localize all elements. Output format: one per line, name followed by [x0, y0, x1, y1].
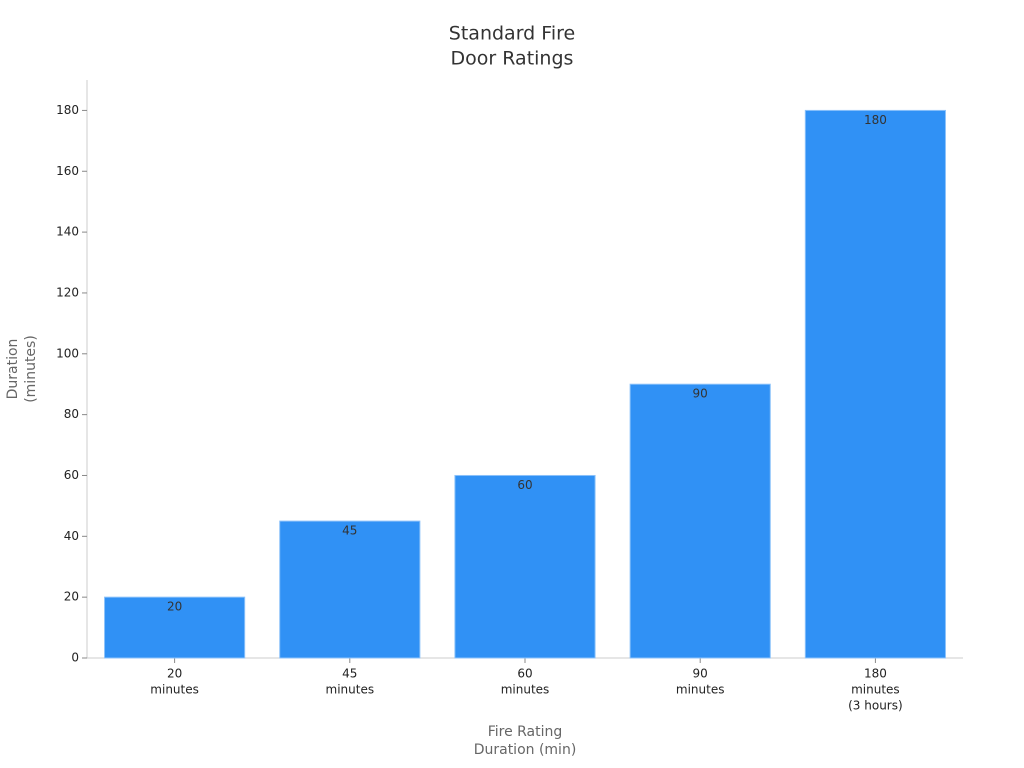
bar — [629, 383, 771, 659]
y-tick-label: 160 — [56, 164, 79, 178]
value-label: 60 — [517, 478, 532, 492]
y-tick-label: 100 — [56, 346, 79, 360]
bar — [804, 109, 946, 659]
chart-title: Door Ratings — [451, 48, 574, 70]
y-axis-label: (minutes) — [23, 335, 39, 403]
y-tick-label: 140 — [56, 225, 79, 239]
value-label: 180 — [864, 113, 887, 127]
x-axis-label: Duration (min) — [474, 742, 577, 758]
bar — [104, 596, 246, 659]
x-tick-label: minutes — [676, 683, 725, 697]
x-tick-label: 180 — [864, 667, 887, 681]
x-tick-label: minutes — [150, 683, 199, 697]
y-tick-label: 60 — [64, 468, 79, 482]
y-tick-label: 80 — [64, 407, 79, 421]
y-tick-label: 180 — [56, 103, 79, 117]
value-label: 90 — [693, 387, 708, 401]
y-tick-label: 0 — [71, 651, 79, 665]
x-tick-label: (3 hours) — [848, 699, 903, 713]
y-tick-label: 120 — [56, 285, 79, 299]
x-tick-label: 45 — [342, 667, 357, 681]
x-tick-label: minutes — [501, 683, 550, 697]
bar — [279, 520, 421, 659]
bar — [454, 474, 596, 659]
x-tick-label: minutes — [851, 683, 900, 697]
x-tick-label: 60 — [517, 667, 532, 681]
value-label: 45 — [342, 524, 357, 538]
x-tick-label: 20 — [167, 667, 182, 681]
value-label: 20 — [167, 600, 182, 614]
y-tick-label: 40 — [64, 529, 79, 543]
chart-title: Standard Fire — [449, 23, 575, 45]
y-axis-label: Duration — [5, 339, 21, 400]
y-tick-label: 20 — [64, 590, 79, 604]
x-tick-label: minutes — [326, 683, 375, 697]
x-tick-label: 90 — [693, 667, 708, 681]
x-axis-label: Fire Rating — [488, 724, 563, 740]
y-axis-label-group: Duration (minutes) — [5, 335, 39, 403]
